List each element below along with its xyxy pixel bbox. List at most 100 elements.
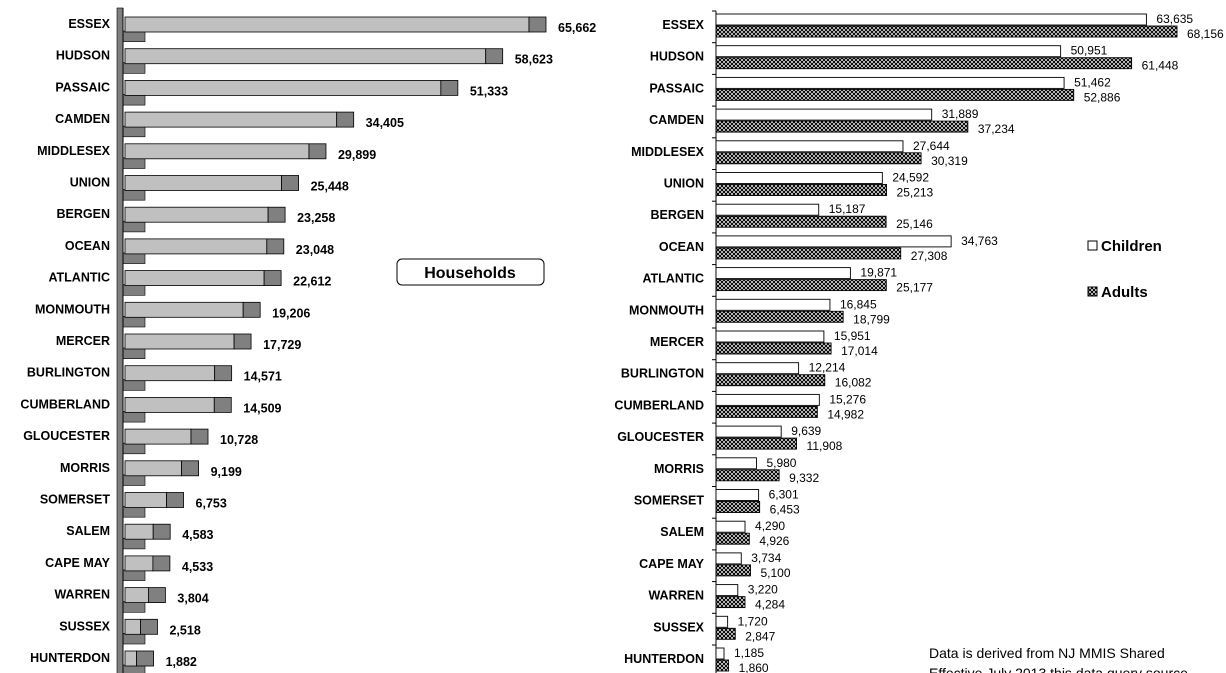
households-value-bergen: 23,258 [297, 211, 335, 225]
children-bar-somerset [715, 489, 760, 501]
children-adults-category-somerset: SOMERSET [634, 494, 705, 508]
households-bar-union [124, 175, 282, 191]
children-value-gloucester: 9,639 [791, 424, 821, 438]
children-value-union: 24,592 [892, 171, 929, 185]
adults-value-warren: 4,284 [755, 598, 785, 612]
households-axis-step [122, 30, 146, 42]
children-adults-category-ocean: OCEAN [659, 240, 704, 254]
households-bar-cap-monmouth [242, 301, 261, 318]
children-bar-ocean [715, 235, 952, 248]
households-axis-step [122, 62, 146, 74]
households-bar-ocean [124, 238, 268, 255]
children-bar-passaic [715, 76, 1065, 89]
households-value-hudson: 58,623 [515, 53, 553, 67]
households-value-atlantic: 22,612 [293, 275, 331, 289]
households-bar-burlington [124, 365, 216, 382]
adults-bar-cumberland [715, 405, 818, 418]
households-category-warren: WARREN [54, 588, 110, 602]
adults-bar-cape-may [715, 564, 751, 577]
children-bar-salem [715, 520, 746, 533]
households-category-camden: CAMDEN [55, 112, 110, 126]
children-bar-burlington [715, 362, 800, 375]
households-category-burlington: BURLINGTON [27, 366, 110, 380]
households-category-cumberland: CUMBERLAND [20, 397, 110, 411]
households-axis-step [122, 189, 146, 201]
children-adults-category-warren: WARREN [648, 589, 704, 603]
children-value-essex: 63,635 [1156, 12, 1193, 26]
households-bar-camden [124, 111, 338, 128]
children-adults-category-camden: CAMDEN [649, 113, 704, 127]
children-value-hunterdon: 1,185 [734, 646, 764, 660]
households-axis-step [122, 252, 146, 264]
adults-value-sussex: 2,847 [745, 629, 775, 643]
children-bar-monmouth [715, 298, 831, 311]
children-bar-essex [715, 13, 1147, 26]
households-value-warren: 3,804 [177, 592, 208, 606]
households-bar-cap-atlantic [263, 270, 282, 287]
households-bar-cap-hudson [485, 48, 504, 65]
children-value-morris: 5,980 [766, 456, 796, 470]
households-bar-cap-sussex [140, 618, 158, 635]
children-adults-category-sussex: SUSSEX [653, 620, 704, 634]
households-bar-cap-passaic [440, 80, 459, 96]
households-value-mercer: 17,729 [263, 338, 301, 352]
adults-value-hudson: 61,448 [1142, 59, 1179, 73]
adults-value-morris: 9,332 [789, 471, 819, 485]
adults-value-union: 25,213 [897, 186, 934, 200]
households-category-monmouth: MONMOUTH [35, 302, 110, 316]
children-value-somerset: 6,301 [769, 488, 799, 502]
adults-bar-hunterdon [715, 659, 730, 672]
children-adults-category-essex: ESSEX [662, 18, 704, 32]
children-adults-category-cape-may: CAPE MAY [639, 557, 704, 571]
households-bar-monmouth [124, 301, 244, 318]
households-value-somerset: 6,753 [196, 497, 227, 511]
households-axis-step [122, 474, 146, 486]
households-category-middlesex: MIDDLESEX [37, 144, 111, 158]
children-value-warren: 3,220 [748, 583, 778, 597]
households-legend-label: Households [424, 265, 516, 282]
households-bar-gloucester [124, 428, 192, 445]
adults-bar-passaic [715, 88, 1075, 101]
households-axis-step [122, 220, 146, 233]
households-chart: ESSEX 65,662 HUDSON 58,623 PASSAIC 51,333 CAMD… [20, 7, 596, 673]
children-adults-category-morris: MORRIS [654, 462, 704, 476]
children-bar-middlesex [715, 140, 904, 153]
children-value-mercer: 15,951 [834, 329, 871, 343]
children-value-ocean: 34,763 [961, 234, 998, 248]
households-axis-step [122, 125, 146, 138]
adults-value-bergen: 25,146 [896, 217, 933, 231]
children-value-burlington: 12,214 [809, 361, 846, 375]
children-value-sussex: 1,720 [738, 614, 768, 628]
adults-value-somerset: 6,453 [770, 503, 800, 517]
adults-bar-morris [715, 469, 780, 482]
households-category-passaic: PASSAIC [55, 80, 110, 94]
children-value-passaic: 51,462 [1074, 75, 1111, 89]
households-bar-sussex [124, 618, 141, 635]
households-category-mercer: MERCER [56, 334, 110, 348]
adults-bar-mercer [715, 342, 832, 355]
households-bar-cap-hunterdon [136, 650, 154, 667]
children-adults-category-mercer: MERCER [650, 335, 704, 349]
children-adults-category-middlesex: MIDDLESEX [631, 145, 705, 159]
adults-bar-middlesex [715, 152, 922, 165]
adults-value-gloucester: 11,908 [807, 439, 843, 453]
households-bar-cap-essex [528, 16, 547, 33]
households-axis-back [116, 7, 124, 673]
households-axis-step [122, 347, 146, 359]
children-adults-legend: Children Adults [1087, 238, 1162, 301]
adults-bar-essex [715, 25, 1178, 38]
households-axis-step [122, 94, 146, 106]
children-bar-morris [715, 457, 757, 470]
children-adults-category-bergen: BERGEN [651, 208, 704, 222]
households-category-bergen: BERGEN [57, 207, 110, 221]
adults-value-monmouth: 18,799 [853, 312, 890, 326]
children-bar-hunterdon [715, 647, 725, 660]
households-value-hunterdon: 1,882 [166, 655, 197, 669]
households-bar-essex [124, 16, 530, 33]
households-category-atlantic: ATLANTIC [48, 271, 110, 285]
adults-value-cape-may: 5,100 [760, 566, 790, 580]
footnote-line-1: Data is derived from NJ MMIS Shared [929, 645, 1165, 661]
children-bar-cumberland [715, 393, 820, 406]
households-bar-cap-union [281, 175, 299, 191]
